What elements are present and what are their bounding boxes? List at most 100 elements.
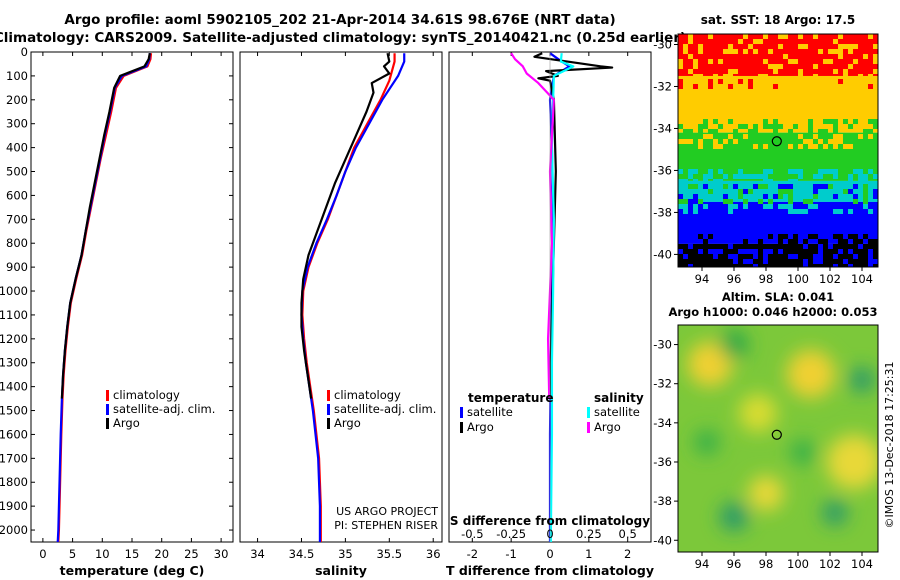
sst-pixel — [778, 124, 783, 129]
depth-tick-label: 1800 — [0, 475, 28, 489]
sst-pixel — [728, 74, 733, 79]
sst-pixel — [773, 64, 778, 69]
sst-pixel — [683, 129, 688, 134]
sst-pixel — [763, 254, 768, 259]
sst-pixel — [863, 199, 868, 204]
sst-pixel — [873, 194, 878, 199]
sst-pixel — [728, 244, 733, 249]
sst-pixel — [833, 234, 838, 239]
sst-pixel — [828, 184, 833, 189]
sst-pixel — [783, 184, 788, 189]
argo-float-marker — [771, 429, 782, 440]
sst-pixel — [748, 79, 753, 84]
sst-pixel — [723, 199, 728, 204]
depth-tick-label: 1600 — [0, 427, 28, 441]
legend-swatch — [106, 418, 109, 429]
sst-pixel — [693, 204, 698, 209]
sst-pixel — [828, 119, 833, 124]
sst-pixel — [728, 69, 733, 74]
sst-pixel — [708, 34, 713, 39]
sst-pixel — [688, 184, 693, 189]
temperature-panel: 0100200300400500600700800900100011001200… — [0, 45, 234, 578]
sst-pixel — [813, 254, 818, 259]
x-tick-label: 5 — [69, 547, 76, 561]
sst-pixel — [698, 234, 703, 239]
sst-pixel — [798, 209, 803, 214]
series-line-argo — [300, 52, 391, 399]
s-diff-tick-label: -0.5 — [461, 527, 483, 541]
sst-pixel — [858, 179, 863, 184]
sst-pixel — [773, 129, 778, 134]
sst-pixel — [833, 169, 838, 174]
series-line-climatology — [301, 53, 396, 542]
sst-pixel — [708, 174, 713, 179]
sst-pixel — [728, 254, 733, 259]
sst-pixel — [758, 174, 763, 179]
sst-pixel — [693, 209, 698, 214]
sst-pixel — [738, 189, 743, 194]
sst-pixel — [848, 179, 853, 184]
sst-pixel — [778, 44, 783, 49]
sst-pixel — [858, 169, 863, 174]
legend-label: Argo — [334, 416, 361, 430]
lon-tick-label: 98 — [759, 557, 774, 571]
sla-anomaly — [719, 330, 749, 359]
lat-tick-label: -32 — [653, 377, 672, 391]
sst-pixel — [813, 194, 818, 199]
imos-credit: ©IMOS 13-Dec-2018 17:25:31 — [883, 362, 896, 529]
sst-pixel — [868, 249, 873, 254]
sst-pixel — [693, 169, 698, 174]
sst-pixel — [823, 169, 828, 174]
sst-pixel — [833, 209, 838, 214]
sst-pixel — [808, 139, 813, 144]
sst-pixel — [868, 134, 873, 139]
sst-pixel — [873, 174, 878, 179]
sst-pixel — [863, 184, 868, 189]
sst-pixel — [838, 34, 843, 39]
sst-pixel — [798, 134, 803, 139]
sst-pixel — [678, 169, 683, 174]
sst-pixel — [733, 69, 738, 74]
sst-pixel — [873, 259, 878, 264]
x-tick-label: 34.5 — [289, 547, 315, 561]
sst-pixel — [868, 169, 873, 174]
sst-pixel — [793, 239, 798, 244]
sla-anomaly — [748, 475, 784, 511]
sst-pixel — [763, 259, 768, 264]
sst-pixel — [813, 64, 818, 69]
sst-pixel — [833, 174, 838, 179]
sst-pixel — [868, 259, 873, 264]
sst-pixel — [713, 144, 718, 149]
sst-pixel — [678, 204, 683, 209]
sst-pixel — [763, 169, 768, 174]
sst-pixel — [693, 184, 698, 189]
x-tick-label: 1 — [585, 547, 592, 561]
sst-pixel — [703, 119, 708, 124]
sst-pixel — [773, 124, 778, 129]
sst-pixel — [768, 169, 773, 174]
sst-pixel — [753, 174, 758, 179]
x-tick-label: 20 — [154, 547, 169, 561]
sst-pixel — [723, 174, 728, 179]
x-tick-label: 30 — [214, 547, 229, 561]
sla-anomaly — [738, 393, 778, 433]
sla-anomaly — [786, 349, 835, 398]
sst-pixel — [808, 204, 813, 209]
lat-tick-label: -34 — [653, 121, 672, 135]
plot-frame — [239, 51, 443, 543]
sst-pixel — [708, 134, 713, 139]
x-axis-label: T difference from climatology — [446, 563, 654, 578]
lon-tick-label: 104 — [851, 557, 873, 571]
sst-pixel — [868, 209, 873, 214]
sst-pixel — [678, 139, 683, 144]
sst-pixel — [843, 119, 848, 124]
sst-pixel — [718, 144, 723, 149]
sst-pixel — [753, 144, 758, 149]
sla-anomaly — [826, 434, 878, 490]
sst-pixel — [833, 39, 838, 44]
sst-pixel — [723, 184, 728, 189]
sst-pixel — [688, 139, 693, 144]
x-tick-label: 36 — [426, 547, 441, 561]
x-tick-label: 35.5 — [376, 547, 402, 561]
